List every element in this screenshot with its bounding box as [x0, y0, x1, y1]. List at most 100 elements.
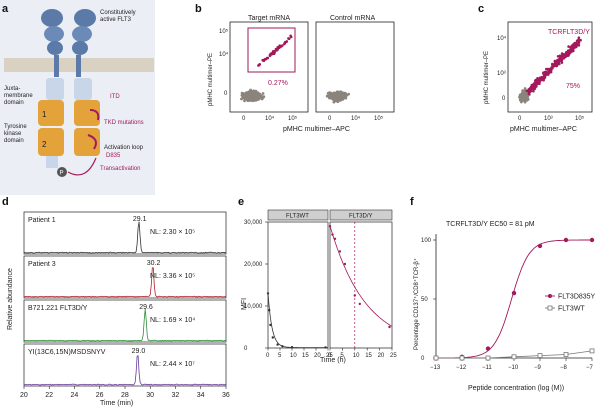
panel-d-plot: Patient 1 29.1NL: 2.30 × 10⁵ Patient 3 30.2… [20, 211, 230, 399]
scatter-dot [577, 43, 580, 47]
data-point [589, 237, 595, 243]
scatter-dot [567, 45, 570, 48]
x-tick-label: −7 [586, 365, 594, 371]
data-point [563, 352, 569, 357]
x-tick-label: 34 [197, 392, 205, 399]
decay-curve [267, 292, 328, 349]
scatter-dot [278, 45, 282, 48]
data-point [358, 302, 361, 306]
tkd-label: TKD mutations [104, 120, 144, 126]
x-tick-label: 28 [121, 392, 129, 399]
trace-peak-label: 29.0 [132, 348, 146, 355]
scatter-dot [532, 89, 535, 93]
x-tick-label: 15 [365, 353, 372, 359]
data-point [324, 346, 327, 349]
panel-b-xtick-1: 10⁴ [265, 115, 275, 122]
scatter-dot [532, 82, 536, 86]
x-tick-label: −12 [456, 365, 467, 371]
scatter-dot [522, 89, 526, 93]
panel-c-xtick-0: 0 [518, 116, 522, 122]
panel-f-xlabel: Peptide concentration (log (M)) [468, 385, 564, 392]
scatter-dot [575, 39, 579, 43]
panel-c-ytick-1: 10³ [497, 71, 506, 77]
data-point [331, 233, 334, 236]
y-tick-label: 10,000 [244, 304, 263, 310]
kinase-label-2: 2 [42, 140, 47, 149]
panel-b-ytick-1: 10⁴ [219, 51, 229, 58]
data-point [459, 355, 465, 361]
scatter-dot [536, 82, 539, 86]
scatter-dot [551, 62, 554, 66]
scatter-dot [248, 99, 252, 102]
y-tick-label: 30,000 [244, 220, 263, 226]
scatter-dot [334, 99, 338, 103]
data-point [511, 354, 517, 360]
panel-c-dots [518, 36, 582, 104]
panel-c-label: c [478, 3, 484, 15]
legend-marker [547, 305, 553, 311]
panel-b-ylabel: pMHC multimer–PE [208, 53, 214, 106]
scatter-dot [536, 77, 539, 80]
x-tick-label: −10 [508, 365, 519, 371]
scatter-dot [528, 88, 532, 92]
data-point [281, 345, 284, 348]
scatter-dot [566, 54, 569, 58]
scatter-dot [344, 96, 348, 100]
trace-peak-label: 29.1 [133, 216, 147, 223]
y-tick-label: 0 [421, 356, 425, 362]
panel-b-dots-2 [325, 90, 350, 104]
scatter-dot [577, 36, 581, 39]
panel-f-label: f [410, 196, 414, 208]
scatter-dot [519, 95, 522, 99]
legend-label: FLT3WT [558, 306, 585, 313]
x-tick-label: −13 [430, 365, 441, 371]
loop-label: Activation loop [104, 145, 144, 151]
trace-frame [23, 299, 227, 343]
scatter-dot [577, 41, 581, 44]
scatter-dot [246, 94, 250, 98]
scatter-dot [258, 63, 262, 66]
data-point [328, 225, 332, 228]
panel-d: d Patient 1 29.1NL: 2.30 × 10⁵ Patient 3 30… [2, 196, 230, 407]
scatter-dot [246, 91, 249, 95]
x-tick-label: 24 [71, 392, 79, 399]
y-tick-label: 50 [421, 297, 428, 303]
x-tick-label: 15 [302, 353, 309, 359]
scatter-dot [246, 97, 250, 101]
scatter-dot [560, 59, 563, 62]
scatter-dot [344, 94, 348, 97]
data-point [271, 336, 274, 339]
panel-b-gate [247, 27, 296, 73]
phospho-label: P [60, 171, 64, 177]
data-point [537, 243, 543, 249]
panel-b-plot1-frame [229, 21, 309, 113]
scatter-dot [555, 60, 558, 64]
scatter-dot [562, 54, 565, 58]
scatter-dot [264, 57, 268, 61]
trace-name: YI(13C6,15N)MSDSNYV [28, 349, 106, 356]
panel-d-ylabel: Relative abundance [7, 268, 14, 330]
trace-line [23, 355, 227, 386]
scatter-dot [240, 91, 244, 95]
scatter-dot [341, 97, 345, 101]
facet-frame [329, 221, 393, 349]
trace-line [23, 308, 227, 342]
trace-name: Patient 3 [28, 261, 56, 268]
jm-label: Juxta- membrane domain [4, 86, 34, 106]
trace-name: B721.221 FLT3D/Y [28, 305, 88, 312]
data-point [537, 353, 543, 359]
scatter-dot [558, 57, 561, 61]
scatter-dot [569, 50, 572, 54]
scatter-dot [333, 96, 337, 100]
panel-c-frame [507, 21, 593, 113]
scatter-dot [579, 38, 582, 42]
scatter-dot [523, 87, 527, 90]
trace-nl-label: NL: 3.36 × 10⁵ [150, 273, 195, 280]
scatter-dot [522, 98, 525, 102]
scatter-dot [326, 92, 330, 95]
scatter-dot [569, 48, 572, 52]
panel-c-xtick-2: 10⁵ [575, 115, 585, 122]
facet-header-label: FLT3D/Y [349, 214, 373, 220]
